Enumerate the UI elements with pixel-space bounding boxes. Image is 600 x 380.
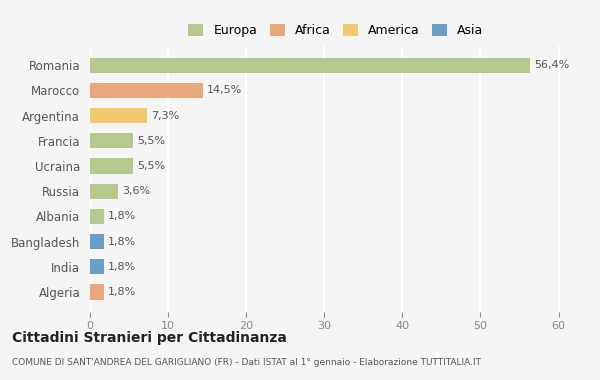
Text: 1,8%: 1,8% bbox=[108, 262, 136, 272]
Text: 14,5%: 14,5% bbox=[207, 86, 242, 95]
Text: 56,4%: 56,4% bbox=[535, 60, 569, 70]
Text: Cittadini Stranieri per Cittadinanza: Cittadini Stranieri per Cittadinanza bbox=[12, 331, 287, 345]
Bar bbox=[90, 83, 203, 98]
Bar bbox=[90, 209, 104, 224]
Text: 1,8%: 1,8% bbox=[108, 211, 136, 222]
Text: COMUNE DI SANT'ANDREA DEL GARIGLIANO (FR) - Dati ISTAT al 1° gennaio - Elaborazi: COMUNE DI SANT'ANDREA DEL GARIGLIANO (FR… bbox=[12, 358, 481, 367]
Bar bbox=[90, 234, 104, 249]
Text: 1,8%: 1,8% bbox=[108, 287, 136, 297]
Text: 3,6%: 3,6% bbox=[122, 186, 150, 196]
Bar bbox=[90, 133, 133, 148]
Bar bbox=[90, 58, 530, 73]
Bar bbox=[90, 284, 104, 299]
Legend: Europa, Africa, America, Asia: Europa, Africa, America, Asia bbox=[182, 17, 490, 43]
Text: 1,8%: 1,8% bbox=[108, 237, 136, 247]
Bar bbox=[90, 184, 118, 199]
Bar bbox=[90, 158, 133, 174]
Bar bbox=[90, 108, 147, 123]
Text: 5,5%: 5,5% bbox=[137, 136, 165, 146]
Bar bbox=[90, 259, 104, 274]
Text: 7,3%: 7,3% bbox=[151, 111, 179, 120]
Text: 5,5%: 5,5% bbox=[137, 161, 165, 171]
